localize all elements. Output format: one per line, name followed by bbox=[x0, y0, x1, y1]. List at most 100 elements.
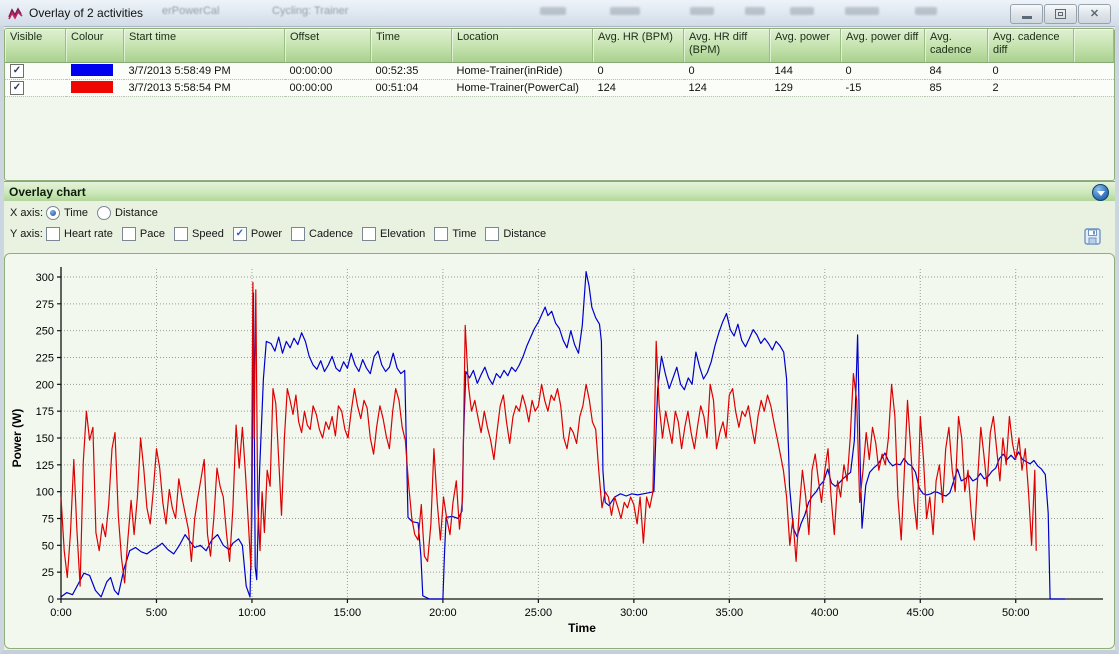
column-header-location[interactable]: Location bbox=[451, 29, 593, 63]
y-axis-option-time[interactable]: Time bbox=[434, 227, 476, 241]
activities-table: Visible Colour Start time Offset Time Locatio… bbox=[4, 28, 1115, 181]
svg-text:35:00: 35:00 bbox=[716, 607, 744, 619]
save-icon bbox=[1084, 228, 1101, 245]
column-header-start_time[interactable]: Start time bbox=[123, 29, 285, 63]
background-window-artifact bbox=[845, 7, 879, 15]
colour-swatch[interactable] bbox=[70, 64, 113, 77]
chevron-down-icon bbox=[1096, 190, 1105, 196]
column-header-visible[interactable]: Visible bbox=[5, 29, 66, 63]
overlay-chart-header: Overlay chart bbox=[4, 181, 1115, 201]
checkbox-distance[interactable] bbox=[485, 227, 500, 241]
y-axis-option-pace[interactable]: Pace bbox=[121, 227, 165, 241]
window-title: Overlay of 2 activities bbox=[29, 6, 144, 20]
svg-text:100: 100 bbox=[36, 487, 54, 499]
radio-distance[interactable] bbox=[97, 206, 112, 220]
y-axis-option-cadence[interactable]: Cadence bbox=[291, 227, 353, 241]
option-label: Heart rate bbox=[64, 228, 113, 240]
close-button[interactable]: ✕ bbox=[1078, 4, 1111, 24]
option-label: Power bbox=[250, 228, 282, 240]
cell-location: Home-Trainer(inRide) bbox=[451, 62, 593, 80]
checkbox-speed[interactable] bbox=[174, 227, 188, 241]
column-header-avg_power[interactable]: Avg. power bbox=[769, 29, 841, 63]
svg-text:0: 0 bbox=[48, 594, 54, 606]
visible-checkbox[interactable]: ✓ bbox=[10, 64, 24, 78]
chart-controls: X axis: Time Distance Y axis: Heart rate P… bbox=[4, 201, 1115, 252]
option-label: Cadence bbox=[309, 228, 354, 240]
column-header-avg_cadence[interactable]: Avg. cadence bbox=[924, 29, 988, 63]
window-controls: ✕ bbox=[1010, 4, 1111, 24]
y-axis-option-power[interactable]: ✓ Power bbox=[232, 227, 282, 241]
column-header-avg_hr_diff[interactable]: Avg. HR diff (BPM) bbox=[683, 29, 770, 63]
section-title: Overlay chart bbox=[9, 184, 86, 199]
background-window-artifact bbox=[610, 7, 640, 15]
svg-text:25: 25 bbox=[42, 567, 54, 579]
collapse-button[interactable] bbox=[1092, 184, 1109, 201]
column-header-avg_hr[interactable]: Avg. HR (BPM) bbox=[592, 29, 684, 63]
cell-avg_power_diff: -15 bbox=[840, 79, 925, 97]
table-row[interactable]: ✓ 3/7/2013 5:58:49 PM 00:00:00 00:52:35 Home… bbox=[5, 62, 1114, 80]
svg-text:275: 275 bbox=[36, 299, 54, 311]
cell-avg_hr: 0 bbox=[592, 62, 684, 80]
checkbox-power[interactable]: ✓ bbox=[232, 227, 247, 241]
cell-avg_hr: 124 bbox=[592, 79, 684, 97]
column-header-time[interactable]: Time bbox=[370, 29, 452, 63]
svg-text:0:00: 0:00 bbox=[50, 607, 71, 619]
minimize-button[interactable] bbox=[1010, 4, 1043, 24]
checkbox-heart-rate[interactable] bbox=[46, 227, 60, 241]
minimize-icon bbox=[1021, 16, 1032, 19]
checkbox-pace[interactable] bbox=[121, 227, 136, 241]
svg-text:50: 50 bbox=[42, 540, 54, 552]
svg-text:50:00: 50:00 bbox=[1002, 607, 1030, 619]
overlay-chart-panel: 0 25 50 75 100 125 150 175 200 225 250 275 300 0:00 5:… bbox=[4, 253, 1115, 649]
y-axis-option-elevation[interactable]: Elevation bbox=[362, 227, 425, 241]
restore-button[interactable] bbox=[1044, 4, 1077, 24]
background-window-artifact bbox=[690, 7, 714, 15]
y-axis-row: Y axis: Heart rate Pace Speed ✓ Power Cadence… bbox=[10, 225, 1115, 243]
x-axis-row: X axis: Time Distance bbox=[10, 204, 1115, 222]
background-window-text: erPowerCal bbox=[162, 5, 220, 17]
cell-avg_cadence: 85 bbox=[924, 79, 988, 97]
cell-avg_power_diff: 0 bbox=[840, 62, 925, 80]
option-label: Pace bbox=[139, 228, 165, 240]
cell-offset: 00:00:00 bbox=[284, 62, 371, 80]
cell-start_time: 3/7/2013 5:58:49 PM bbox=[123, 62, 285, 80]
cell-location: Home-Trainer(PowerCal) bbox=[451, 79, 593, 97]
svg-text:75: 75 bbox=[42, 514, 54, 526]
option-label: Time bbox=[64, 207, 89, 219]
svg-text:40:00: 40:00 bbox=[811, 607, 839, 619]
window-titlebar[interactable]: Overlay of 2 activities erPowerCal Cycli… bbox=[0, 0, 1119, 27]
cell-avg_hr_diff: 0 bbox=[683, 62, 770, 80]
y-axis-option-distance[interactable]: Distance bbox=[485, 227, 546, 241]
y-axis-option-heart-rate[interactable]: Heart rate bbox=[46, 227, 113, 241]
x-axis-option-time[interactable]: Time bbox=[46, 206, 88, 220]
checkbox-elevation[interactable] bbox=[362, 227, 377, 241]
x-axis-option-distance[interactable]: Distance bbox=[97, 206, 158, 220]
svg-text:45:00: 45:00 bbox=[906, 607, 934, 619]
close-icon: ✕ bbox=[1089, 7, 1100, 20]
checkbox-cadence[interactable] bbox=[291, 227, 305, 241]
svg-text:175: 175 bbox=[36, 406, 54, 418]
activities-grid: Visible Colour Start time Offset Time Locatio… bbox=[5, 29, 1114, 97]
checkbox-time[interactable] bbox=[434, 227, 449, 241]
column-header-colour[interactable]: Colour bbox=[65, 29, 124, 63]
power-time-chart: 0 25 50 75 100 125 150 175 200 225 250 275 300 0:00 5:… bbox=[10, 267, 1103, 635]
colour-swatch[interactable] bbox=[70, 81, 113, 94]
column-header-filler bbox=[1073, 29, 1114, 63]
option-label: Time bbox=[452, 228, 477, 240]
y-axis-option-speed[interactable]: Speed bbox=[174, 227, 224, 241]
column-header-avg_cadence_diff[interactable]: Avg. cadence diff bbox=[987, 29, 1074, 63]
svg-text:225: 225 bbox=[36, 353, 54, 365]
save-chart-button[interactable] bbox=[1084, 228, 1101, 245]
cell-time: 00:52:35 bbox=[370, 62, 452, 80]
option-label: Distance bbox=[503, 228, 547, 240]
column-header-offset[interactable]: Offset bbox=[284, 29, 371, 63]
column-header-avg_power_diff[interactable]: Avg. power diff bbox=[840, 29, 925, 63]
svg-text:200: 200 bbox=[36, 379, 54, 391]
svg-text:15:00: 15:00 bbox=[334, 607, 362, 619]
restore-icon bbox=[1055, 9, 1066, 19]
radio-time[interactable] bbox=[46, 206, 60, 220]
svg-text:Power (W): Power (W) bbox=[10, 409, 24, 468]
visible-checkbox[interactable]: ✓ bbox=[10, 81, 24, 95]
table-row[interactable]: ✓ 3/7/2013 5:58:54 PM 00:00:00 00:51:04 Home… bbox=[5, 79, 1114, 97]
